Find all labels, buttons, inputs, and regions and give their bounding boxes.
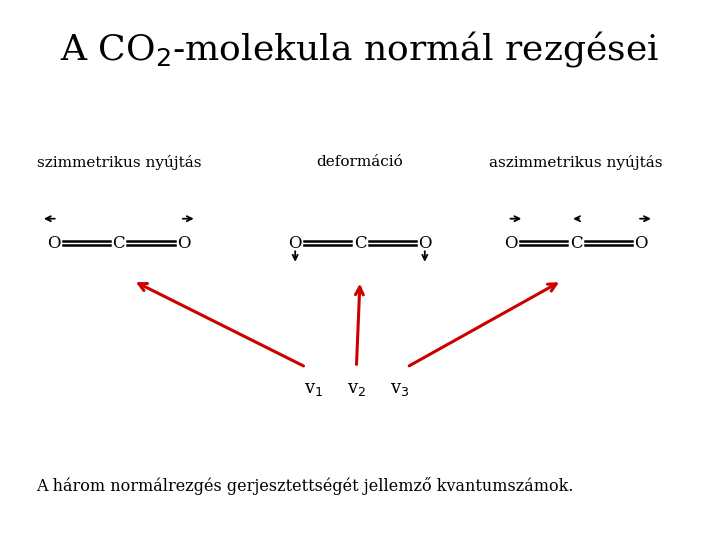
Text: v$_3$: v$_3$ bbox=[390, 380, 409, 398]
Text: O: O bbox=[289, 234, 302, 252]
Text: deformáció: deformáció bbox=[317, 155, 403, 169]
Text: v$_2$: v$_2$ bbox=[347, 380, 366, 398]
Text: v$_1$: v$_1$ bbox=[304, 380, 323, 398]
Text: O: O bbox=[48, 234, 60, 252]
Text: O: O bbox=[505, 234, 518, 252]
Text: A három normálrezgés gerjesztettségét jellemző kvantumszámok.: A három normálrezgés gerjesztettségét je… bbox=[36, 477, 574, 495]
Text: szimmetrikus nyújtás: szimmetrikus nyújtás bbox=[37, 154, 201, 170]
Text: aszimmetrikus nyújtás: aszimmetrikus nyújtás bbox=[490, 154, 662, 170]
Text: C: C bbox=[570, 234, 582, 252]
Text: C: C bbox=[112, 234, 125, 252]
Text: A CO$_2$-molekula normál rezgései: A CO$_2$-molekula normál rezgései bbox=[60, 29, 660, 69]
Text: O: O bbox=[418, 234, 431, 252]
Text: O: O bbox=[177, 234, 190, 252]
Text: C: C bbox=[354, 234, 366, 252]
Text: O: O bbox=[634, 234, 647, 252]
